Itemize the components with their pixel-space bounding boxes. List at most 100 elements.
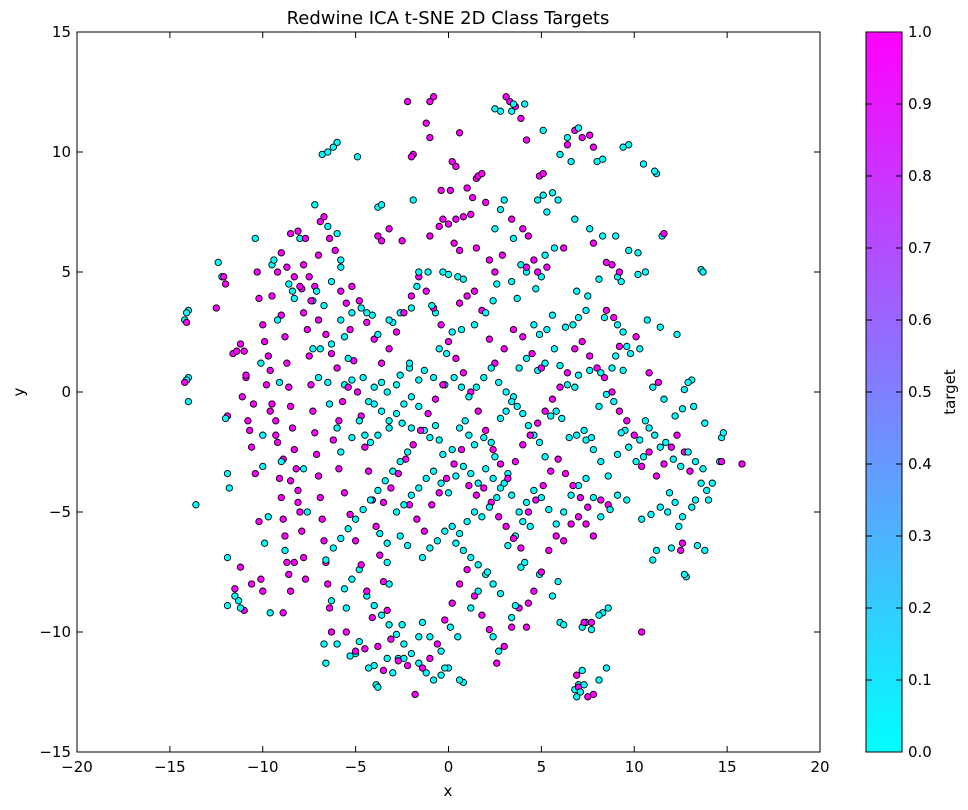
- point-target-0: [273, 316, 282, 324]
- point-target-0: [678, 405, 687, 413]
- point-target-1: [567, 520, 575, 528]
- point-target-0: [519, 409, 527, 418]
- point-target-0: [333, 138, 341, 147]
- point-target-0: [385, 621, 393, 629]
- point-target-1: [654, 378, 663, 387]
- point-target-1: [320, 213, 328, 221]
- point-target-0: [437, 479, 445, 487]
- point-target-1: [286, 477, 295, 485]
- point-target-1: [329, 436, 337, 444]
- point-target-0: [582, 474, 590, 483]
- point-target-1: [398, 237, 406, 245]
- point-target-1: [597, 496, 605, 504]
- point-target-0: [641, 268, 650, 276]
- point-target-0: [504, 541, 512, 550]
- point-target-1: [552, 532, 560, 540]
- point-target-0: [522, 354, 531, 363]
- point-target-1: [259, 321, 267, 329]
- point-target-0: [407, 393, 416, 401]
- colorbar-label: target: [941, 369, 959, 415]
- point-target-1: [212, 304, 220, 312]
- point-target-0: [613, 450, 622, 459]
- point-target-1: [383, 606, 391, 615]
- point-target-0: [337, 256, 345, 264]
- point-target-0: [463, 517, 471, 526]
- point-target-0: [448, 328, 456, 336]
- point-target-1: [470, 287, 479, 295]
- point-target-0: [448, 522, 456, 531]
- point-target-1: [455, 129, 464, 137]
- point-target-1: [416, 426, 425, 435]
- point-target-1: [587, 618, 596, 627]
- point-target-0: [374, 431, 382, 439]
- point-target-0: [459, 546, 468, 555]
- point-target-0: [701, 419, 709, 427]
- point-target-1: [363, 318, 371, 327]
- point-target-0: [699, 465, 707, 473]
- point-target-0: [364, 664, 373, 672]
- point-target-0: [586, 366, 594, 375]
- point-target-1: [283, 558, 291, 567]
- point-target-0: [641, 417, 650, 425]
- point-target-1: [424, 409, 432, 418]
- point-target-1: [400, 309, 408, 317]
- point-target-1: [385, 345, 393, 353]
- point-target-1: [379, 666, 388, 675]
- point-target-1: [275, 474, 284, 483]
- point-target-0: [428, 301, 436, 310]
- point-target-0: [355, 637, 363, 646]
- point-target-0: [398, 621, 406, 629]
- point-target-1: [305, 352, 313, 360]
- point-target-1: [522, 136, 531, 144]
- point-target-0: [587, 433, 596, 442]
- point-target-1: [502, 93, 510, 101]
- point-target-1: [534, 268, 542, 276]
- point-target-0: [257, 359, 265, 367]
- point-target-1: [240, 347, 248, 355]
- point-target-0: [565, 433, 573, 442]
- point-target-1: [247, 443, 256, 451]
- point-target-1: [368, 613, 376, 622]
- y-tick-label: −15: [39, 743, 71, 761]
- point-target-0: [320, 640, 328, 648]
- point-target-0: [270, 256, 278, 264]
- point-target-1: [364, 467, 373, 475]
- point-target-0: [521, 558, 529, 567]
- point-target-0: [651, 431, 659, 439]
- point-target-1: [678, 539, 687, 547]
- point-target-0: [688, 503, 696, 511]
- point-target-1: [385, 225, 393, 233]
- point-target-0: [508, 491, 516, 499]
- point-target-0: [597, 369, 605, 377]
- point-target-0: [442, 349, 451, 358]
- point-target-1: [589, 532, 598, 540]
- point-target-1: [403, 97, 412, 106]
- point-target-1: [325, 604, 334, 612]
- point-target-1: [314, 472, 323, 480]
- point-target-1: [468, 193, 477, 202]
- point-target-1: [346, 510, 354, 519]
- point-target-0: [586, 225, 594, 233]
- point-target-0: [500, 196, 508, 204]
- colorbar-tick-label: 0.9: [908, 95, 932, 113]
- point-target-0: [485, 503, 494, 511]
- point-target-0: [619, 143, 627, 151]
- point-target-1: [409, 441, 417, 449]
- point-target-1: [638, 462, 646, 471]
- point-target-1: [548, 395, 557, 403]
- point-target-1: [556, 383, 564, 391]
- point-target-0: [599, 155, 607, 163]
- point-target-1: [537, 364, 546, 372]
- point-target-0: [344, 354, 352, 363]
- point-target-0: [530, 486, 538, 495]
- point-target-0: [563, 381, 572, 389]
- point-target-0: [322, 659, 330, 667]
- point-target-1: [370, 335, 378, 343]
- point-target-1: [593, 364, 601, 372]
- point-target-0: [608, 364, 616, 372]
- point-target-0: [275, 378, 284, 387]
- point-target-1: [348, 282, 356, 291]
- point-target-1: [290, 273, 298, 281]
- point-target-1: [524, 232, 533, 240]
- point-target-0: [431, 421, 440, 430]
